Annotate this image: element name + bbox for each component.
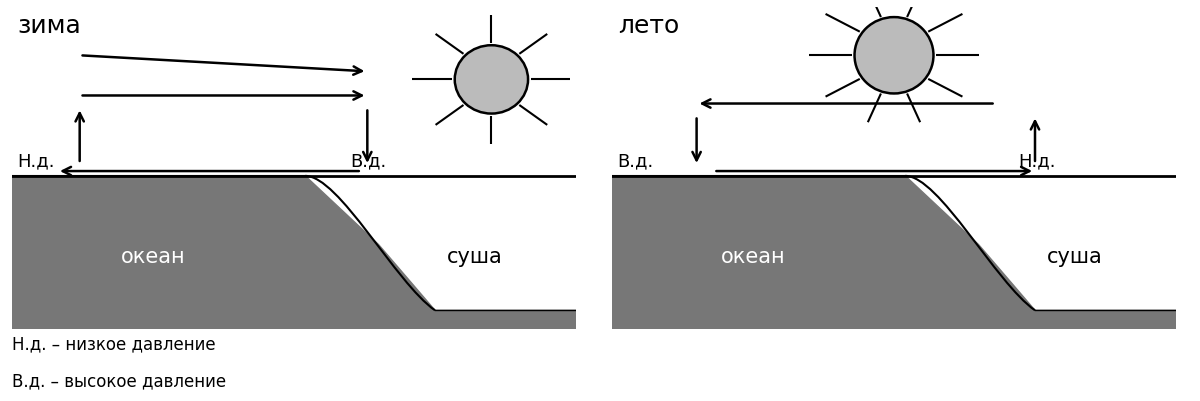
Text: суша: суша	[446, 247, 503, 267]
Text: В.д. – высокое давление: В.д. – высокое давление	[12, 371, 226, 389]
Text: В.д.: В.д.	[350, 152, 386, 170]
Ellipse shape	[455, 46, 528, 114]
Text: зима: зима	[18, 14, 82, 38]
Text: лето: лето	[618, 14, 679, 38]
Text: океан: океан	[721, 247, 785, 267]
Polygon shape	[12, 176, 576, 329]
Text: Н.д.: Н.д.	[18, 152, 55, 170]
Ellipse shape	[854, 18, 934, 94]
Text: Н.д. – низкое давление: Н.д. – низкое давление	[12, 335, 216, 353]
Text: океан: океан	[121, 247, 185, 267]
Text: В.д.: В.д.	[618, 152, 654, 170]
Polygon shape	[612, 176, 1176, 329]
Text: суша: суша	[1046, 247, 1103, 267]
Text: Н.д.: Н.д.	[1018, 152, 1056, 170]
